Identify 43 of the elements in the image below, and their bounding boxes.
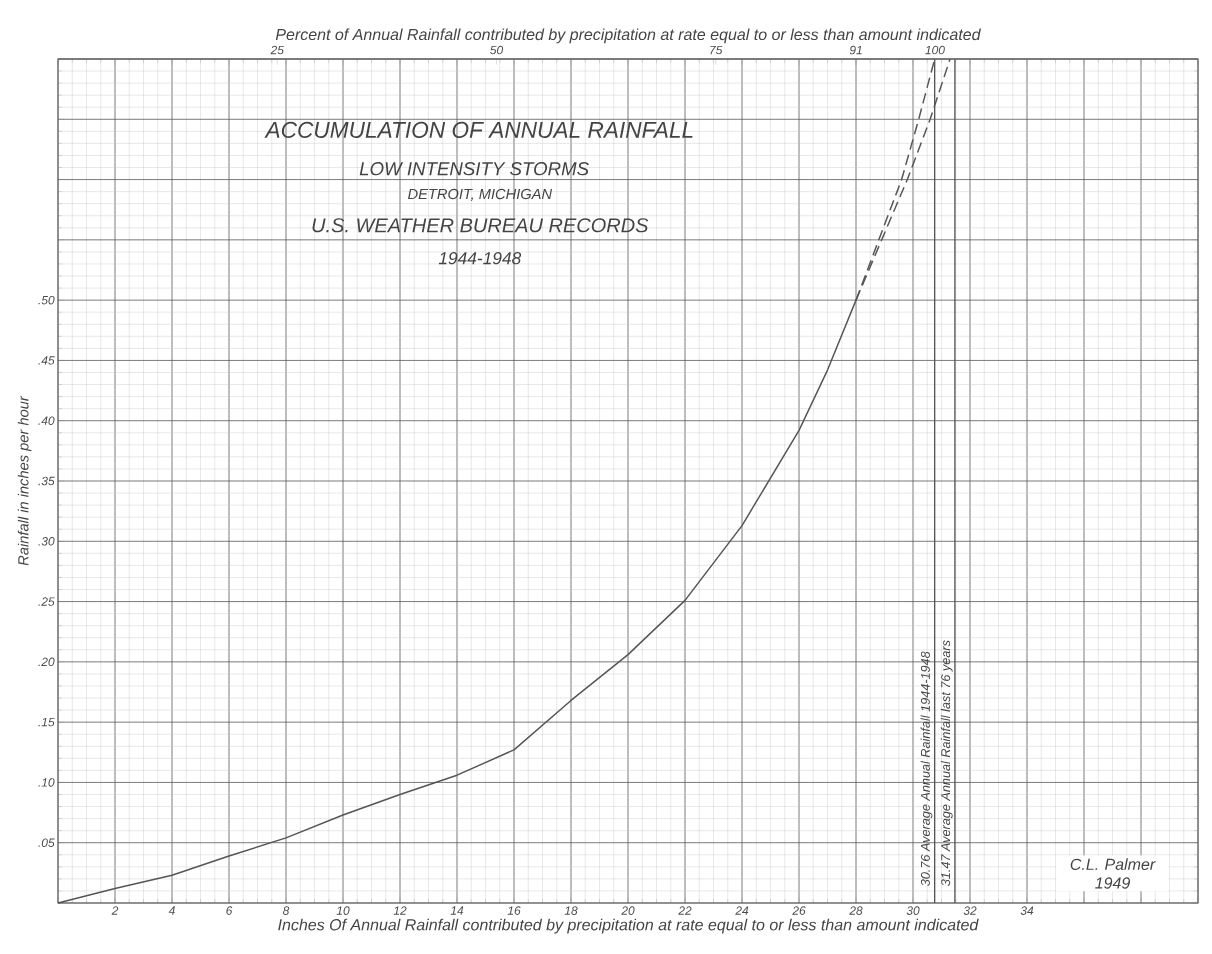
annotation: DETROIT, MICHIGAN [408,188,553,201]
text: LOW INTENSITY STORMS [359,162,589,176]
x-tick-label: 8 [282,906,290,915]
x2-tick-label: 75 [710,45,723,55]
x-tick-label: 14 [450,906,464,915]
y-tick-label: .30 [38,537,55,546]
x-axis-title: Inches Of Annual Rainfall contributed by precipitation at rate equal to or less than amount indicated [278,918,979,934]
x-tick-label: 10 [336,906,350,915]
x-tick-label: 34 [1020,906,1034,915]
x-tick-label: 26 [792,906,806,915]
y-tick-label: .15 [38,717,55,727]
y-tick-label: .05 [38,838,55,847]
x2-tick-label: 25 [270,45,284,55]
x-tick-label: 32 [963,906,977,915]
ref-line-label: 31.47 Average Annual Rainfall last 76 years [940,640,953,886]
annotation: 1944-1948 [438,252,522,265]
x-tick-label: 18 [564,906,578,915]
x-tick-label: 20 [621,906,635,915]
x2-tick-label: 100 [925,45,945,55]
y-tick-label: .50 [38,295,55,305]
ref-line-label: 30.76 Average Annual Rainfall 1944-1948 [920,651,933,886]
x-tick-label: 24 [735,906,749,915]
y-tick-label: .20 [38,657,55,667]
x-tick-label: 30 [906,906,920,915]
y-tick-label: .25 [38,597,55,606]
annotation: U.S. WEATHER BUREAU RECORDS [312,218,649,233]
x-tick-label: 2 [111,906,119,915]
x-tick-label: 12 [393,906,407,915]
x-tick-label: 28 [849,906,863,915]
annotation: C.L. Palmer 1949 [1070,858,1156,889]
x-tick-label: 22 [678,906,692,915]
x2-tick-label: 91 [849,45,862,55]
y-tick-label: .35 [38,476,55,486]
x-tick-label: 4 [168,906,175,915]
x-tick-label: 6 [226,906,233,915]
x-tick-label: 16 [507,906,521,915]
y-tick-label: .45 [38,356,55,365]
x2-tick-label: 50 [490,45,504,55]
x2-axis-title: Percent of Annual Rainfall contributed by precipitation at rate equal to or less than amount indicated [275,28,981,44]
text: ACCUMULATION OF ANNUAL RAINFALL [264,121,693,138]
y-axis-title: Rainfall in inches per hour [17,395,32,566]
y-tick-label: .40 [38,416,55,425]
y-tick-label: .10 [38,778,55,787]
